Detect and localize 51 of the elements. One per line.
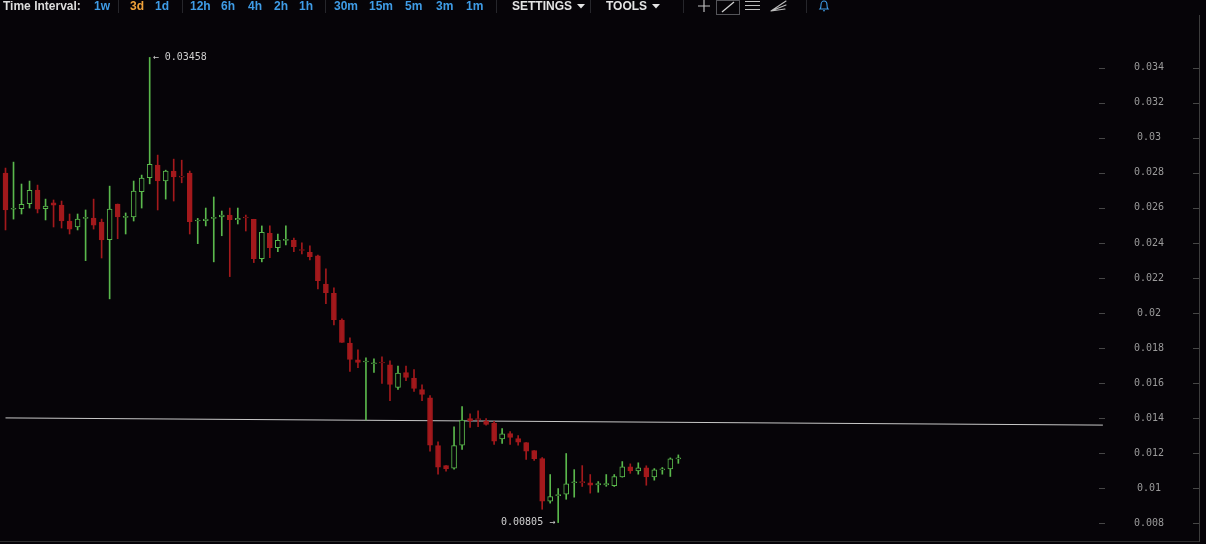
text: 12h — [190, 0, 211, 13]
candlestick — [226, 207, 233, 277]
candlestick — [595, 481, 602, 493]
candlestick — [178, 159, 185, 184]
text: 4h — [248, 0, 263, 13]
candlestick — [563, 453, 570, 500]
annotation: 0.00805 → — [501, 516, 556, 528]
y-tick-label: 0.016 — [1133, 376, 1164, 388]
text: 6h — [221, 0, 236, 13]
text: 3m — [436, 0, 454, 13]
candlestick — [571, 469, 578, 498]
y-tick-label: 0.01 — [1136, 481, 1161, 493]
y-tick-label: 0.032 — [1133, 96, 1164, 108]
y-tick-label: 0.026 — [1133, 201, 1164, 213]
candlestick — [379, 356, 385, 384]
text: TOOLS — [606, 0, 648, 13]
text: Time Interval: — [3, 0, 81, 13]
text: 15m — [369, 0, 394, 13]
text: SETTINGS — [512, 0, 573, 13]
candlestick — [194, 218, 201, 244]
y-tick-label: 0.014 — [1133, 411, 1164, 423]
candlestick — [170, 158, 177, 202]
text: 1w — [94, 0, 111, 13]
annotation: ← 0.03458 — [152, 51, 207, 63]
text: 2h — [274, 0, 289, 13]
text: 30m — [334, 0, 359, 13]
y-tick-label: 0.008 — [1133, 517, 1164, 529]
y-tick-label: 0.028 — [1133, 166, 1164, 178]
text: 5m — [405, 0, 423, 13]
candlestick — [146, 57, 153, 185]
y-tick-label: 0.03 — [1136, 131, 1161, 143]
candlestick — [659, 467, 666, 475]
candlestick — [603, 474, 610, 487]
y-tick-label: 0.034 — [1133, 61, 1164, 73]
y-tick-label: 0.022 — [1133, 271, 1164, 283]
candlestick — [363, 357, 369, 421]
candlestick — [587, 474, 594, 494]
text: 1h — [299, 0, 314, 13]
candlestick — [355, 349, 361, 369]
text: 3d — [130, 0, 145, 13]
candlestick — [467, 413, 473, 428]
text: 1d — [155, 0, 170, 13]
candlestick — [547, 474, 554, 504]
text: 1m — [466, 0, 484, 13]
y-tick-label: 0.018 — [1133, 341, 1164, 353]
y-tick-label: 0.024 — [1133, 236, 1164, 248]
y-tick-label: 0.012 — [1133, 446, 1164, 458]
candlestick — [242, 214, 249, 232]
y-tick-label: 0.02 — [1136, 306, 1161, 318]
candlestick — [283, 225, 289, 246]
candlestick — [371, 358, 377, 373]
